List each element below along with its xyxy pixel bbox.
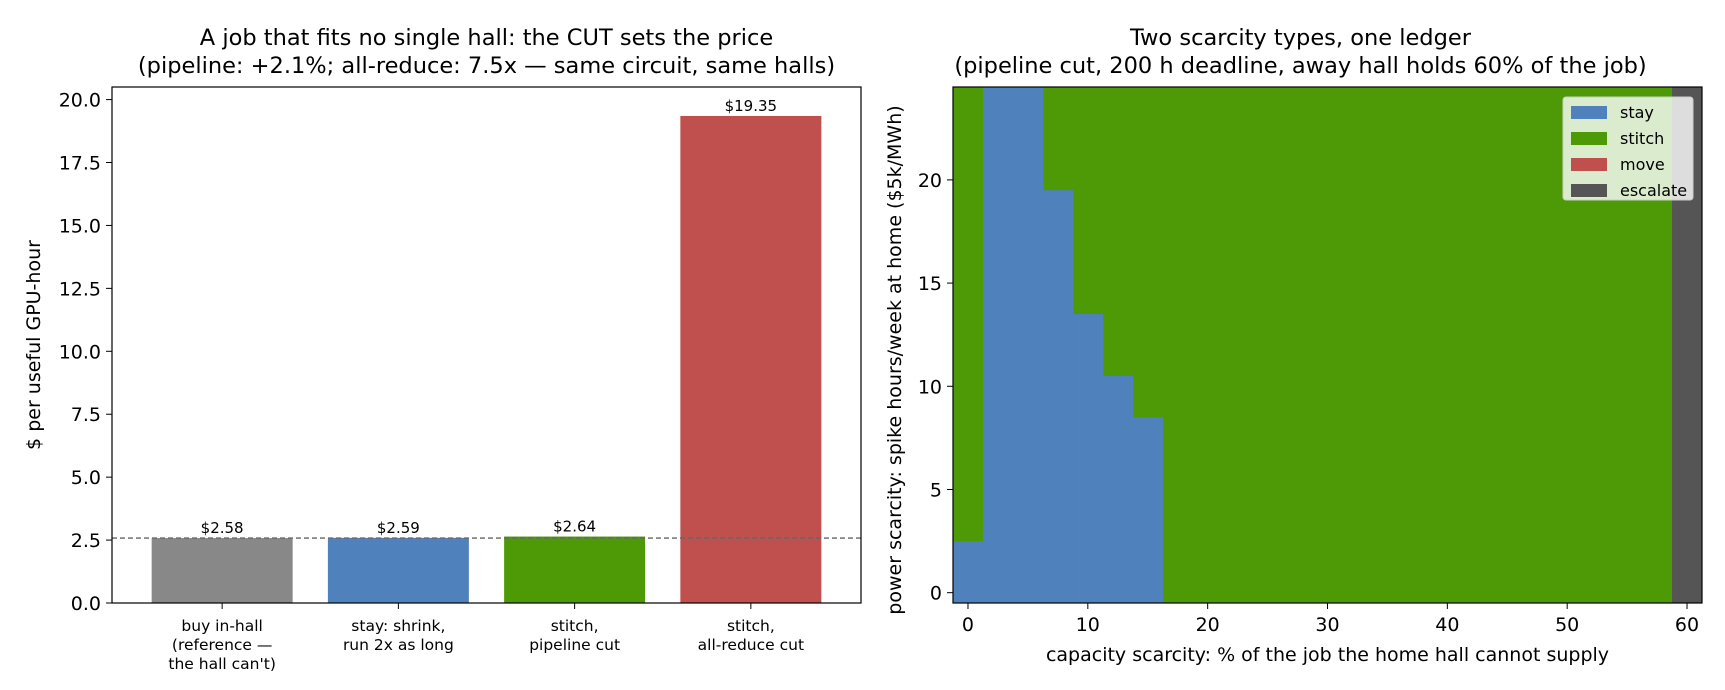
chart-subtitle: (pipeline: +2.1%; all-reduce: 7.5x — sam… — [138, 53, 835, 79]
x-tick-label: 60 — [1675, 614, 1699, 636]
y-tick-label: 10.0 — [59, 341, 101, 363]
y-tick-label: 10 — [918, 376, 942, 398]
y-tick-label: 7.5 — [71, 404, 101, 426]
chart-title: Two scarcity types, one ledger — [1129, 25, 1472, 51]
legend: stay stitch move escalate — [1562, 96, 1694, 201]
bar — [327, 537, 469, 603]
y-tick-label: 5 — [930, 479, 942, 501]
y-tick-label: 20.0 — [59, 90, 101, 112]
y-tick-label: 15.0 — [59, 215, 101, 237]
y-tick-label: 12.5 — [59, 278, 101, 300]
x-tick-label: 0 — [962, 614, 974, 636]
y-tick-label: 5.0 — [71, 467, 101, 489]
y-tick-label: 20 — [918, 170, 942, 192]
bar-value-label: $2.58 — [201, 519, 244, 537]
bar-value-label: $2.64 — [553, 518, 596, 536]
region-stay — [1132, 417, 1164, 603]
region-stay — [982, 87, 1044, 603]
legend-label: escalate — [1620, 181, 1687, 200]
x-tick-label: pipeline cut — [529, 636, 620, 654]
region-stay — [953, 541, 984, 603]
x-tick-label: all-reduce cut — [698, 636, 804, 654]
legend-label: stay — [1620, 103, 1654, 122]
x-tick-label: 50 — [1555, 614, 1579, 636]
x-tick-label: stitch, — [727, 617, 775, 635]
x-tick-label: the hall can't) — [168, 655, 275, 673]
x-tick-label: 10 — [1076, 614, 1100, 636]
heatmap-chart: 0 10 20 30 40 50 60 0 5 10 15 20 capacity scarcity: … — [884, 25, 1703, 666]
region-stay — [1102, 375, 1134, 603]
region-stay — [1072, 314, 1104, 603]
legend-swatch-stay — [1571, 106, 1607, 119]
x-tick-label: stay: shrink, — [351, 617, 445, 635]
bar — [504, 536, 646, 603]
x-tick-label: 20 — [1196, 614, 1220, 636]
region-stay — [1042, 190, 1074, 603]
x-tick-label: 40 — [1435, 614, 1459, 636]
legend-label: move — [1620, 155, 1665, 174]
y-tick-label: 15 — [918, 273, 942, 295]
plot-frame — [111, 86, 862, 604]
y-axis-label: $ per useful GPU-hour — [23, 240, 45, 450]
bar-chart: $2.58 buy in-hall(reference —the hall can… — [23, 25, 862, 673]
bar — [680, 115, 822, 603]
y-tick-label: 2.5 — [71, 530, 101, 552]
y-tick-label: 0.0 — [71, 593, 101, 615]
legend-swatch-escalate — [1571, 184, 1607, 197]
y-tick-label: 0 — [930, 583, 942, 605]
legend-swatch-move — [1571, 158, 1607, 171]
legend-swatch-stitch — [1571, 132, 1607, 145]
legend-label: stitch — [1620, 129, 1664, 148]
x-tick-label: (reference — — [172, 636, 273, 654]
bar-value-label: $19.35 — [725, 97, 778, 115]
x-tick-label: run 2x as long — [343, 636, 454, 654]
x-tick-label: stitch, — [551, 617, 599, 635]
y-tick-label: 17.5 — [59, 153, 101, 175]
y-axis-label: power scarcity: spike hours/week at home… — [884, 105, 906, 614]
legend-box — [1562, 96, 1694, 201]
chart-title: A job that fits no single hall: the CUT … — [200, 25, 773, 51]
x-tick-label: buy in-hall — [181, 617, 262, 635]
x-tick-label: 30 — [1315, 614, 1339, 636]
chart-subtitle: (pipeline cut, 200 h deadline, away hall… — [954, 53, 1646, 79]
bar-value-label: $2.59 — [377, 519, 420, 537]
x-axis-label: capacity scarcity: % of the job the home… — [1046, 644, 1609, 666]
bar — [151, 538, 293, 603]
